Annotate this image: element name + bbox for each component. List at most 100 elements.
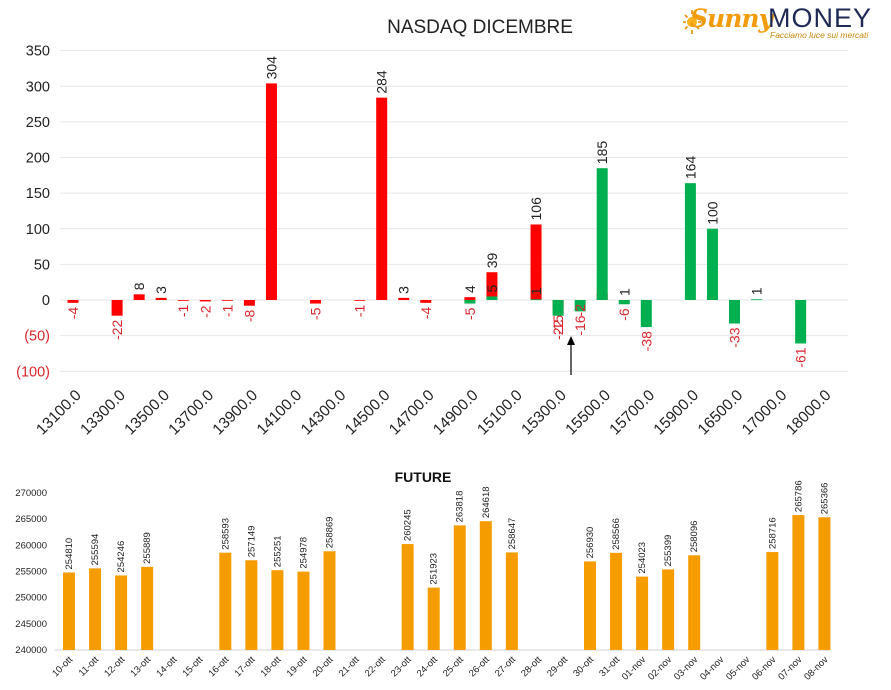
- data-label: -6: [616, 308, 632, 321]
- x-tick-label: 03-nov: [672, 654, 700, 682]
- x-tick-label: 22-ott: [363, 654, 388, 679]
- future-bar: [662, 569, 675, 650]
- x-tick-label: 29-ott: [545, 654, 570, 679]
- bar-red: [420, 300, 432, 303]
- data-label: 3: [396, 286, 412, 294]
- x-tick-label: 05-nov: [724, 654, 752, 682]
- bar-green: [596, 168, 608, 300]
- nasdaq-chart: NASDAQ DICEMBRE 350 300 250 200 150 100 50 0 (50)…: [16, 17, 848, 439]
- x-tick-label: 16-ott: [206, 654, 231, 679]
- data-label: -22: [109, 319, 125, 339]
- x-tick-label: 28-ott: [519, 654, 544, 679]
- x-tick-label: 13900.0: [210, 387, 262, 439]
- future-bar: [427, 587, 440, 650]
- bar-red: [133, 294, 145, 300]
- data-label: 258566: [611, 518, 622, 550]
- x-tick-label: 19-ott: [285, 654, 310, 679]
- data-label: 255251: [272, 535, 283, 567]
- sun-icon: [683, 10, 701, 34]
- data-label: -33: [727, 327, 743, 347]
- data-label: 1: [749, 287, 765, 295]
- x-tick-label: 18000.0: [783, 387, 835, 439]
- data-label: 255399: [663, 535, 674, 567]
- x-tick-label: 15900.0: [651, 387, 703, 439]
- y-tick-label: 250000: [15, 593, 47, 604]
- data-label: 254978: [298, 537, 309, 569]
- bar-red: [376, 97, 388, 301]
- data-label: 284: [374, 70, 390, 94]
- logo-brand-money: MONEY: [768, 3, 873, 33]
- data-label: -2: [572, 304, 588, 317]
- bar-green: [795, 300, 807, 344]
- y-tick-label: 260000: [15, 540, 47, 551]
- x-tick-label: 12-ott: [102, 654, 127, 679]
- x-tick-label: 14700.0: [386, 387, 438, 439]
- y-tick-label: 200: [26, 151, 50, 167]
- x-tick-label: 15-ott: [180, 654, 205, 679]
- future-bar: [479, 521, 492, 650]
- bar-red: [177, 300, 189, 301]
- data-label: -4: [65, 307, 81, 320]
- x-tick-label: 08-nov: [802, 654, 830, 682]
- x-tick-label: 06-nov: [750, 654, 778, 682]
- y-tick-label: 50: [34, 257, 50, 273]
- bar-green: [684, 183, 696, 300]
- data-label: 3: [153, 286, 169, 294]
- data-label: -22: [550, 319, 566, 339]
- bar-green: [574, 300, 586, 312]
- x-tick-label: 02-nov: [646, 654, 674, 682]
- x-tick-label: 14300.0: [298, 387, 350, 439]
- y-tick-label: 150: [26, 186, 50, 202]
- data-label: 256930: [585, 527, 596, 559]
- data-label: -8: [241, 309, 257, 322]
- data-label: 100: [704, 201, 720, 225]
- x-tick-label: 27-ott: [493, 654, 518, 679]
- data-label: -15: [550, 314, 566, 334]
- bar-red: [486, 272, 498, 300]
- x-tick-label: 16500.0: [695, 387, 747, 439]
- x-tick-label: 25-ott: [441, 654, 466, 679]
- x-tick-label: 13700.0: [165, 387, 217, 439]
- data-label: -1: [219, 305, 235, 318]
- data-label: 164: [682, 156, 698, 180]
- future-bar: [323, 551, 336, 650]
- x-tick-label: 26-ott: [467, 654, 492, 679]
- future-bar: [505, 552, 518, 650]
- data-label: 304: [263, 56, 279, 80]
- x-tick-label: 23-ott: [389, 654, 414, 679]
- data-label: -38: [638, 331, 654, 351]
- x-tick-label: 10-ott: [50, 654, 75, 679]
- bar-green: [751, 299, 763, 301]
- data-label: 254246: [116, 541, 127, 573]
- data-label: 8: [131, 282, 147, 290]
- y-tick-label: 245000: [15, 619, 47, 630]
- future-bar: [115, 575, 128, 650]
- data-label: 258593: [220, 518, 231, 550]
- data-label: -1: [352, 305, 368, 318]
- x-tick-label: 24-ott: [415, 654, 440, 679]
- bar-red: [398, 297, 410, 300]
- x-tick-label: 17000.0: [739, 387, 791, 439]
- x-tick-label: 15500.0: [562, 387, 614, 439]
- y-tick-label: 100: [26, 222, 50, 238]
- x-tick-label: 13300.0: [77, 387, 129, 439]
- data-label: 258869: [325, 517, 336, 549]
- y-tick-label: 0: [42, 293, 50, 309]
- bar-green: [486, 296, 498, 300]
- future-bar: [271, 570, 284, 650]
- future-bar: [245, 560, 258, 650]
- data-label: 4: [462, 285, 478, 293]
- x-tick-label: 15700.0: [606, 387, 658, 439]
- future-bar: [688, 555, 701, 650]
- x-tick-label: 20-ott: [311, 654, 336, 679]
- data-label: -5: [308, 307, 324, 320]
- y-tick-label: 270000: [15, 488, 47, 499]
- future-bar: [453, 525, 466, 650]
- x-tick-label: 14900.0: [430, 387, 482, 439]
- data-label: 258096: [689, 521, 700, 553]
- future-bar: [89, 568, 102, 650]
- bar-red: [265, 83, 277, 301]
- y-tick-label: 265000: [15, 514, 47, 525]
- y-tick-label: 240000: [15, 645, 47, 656]
- bar-red: [310, 300, 322, 304]
